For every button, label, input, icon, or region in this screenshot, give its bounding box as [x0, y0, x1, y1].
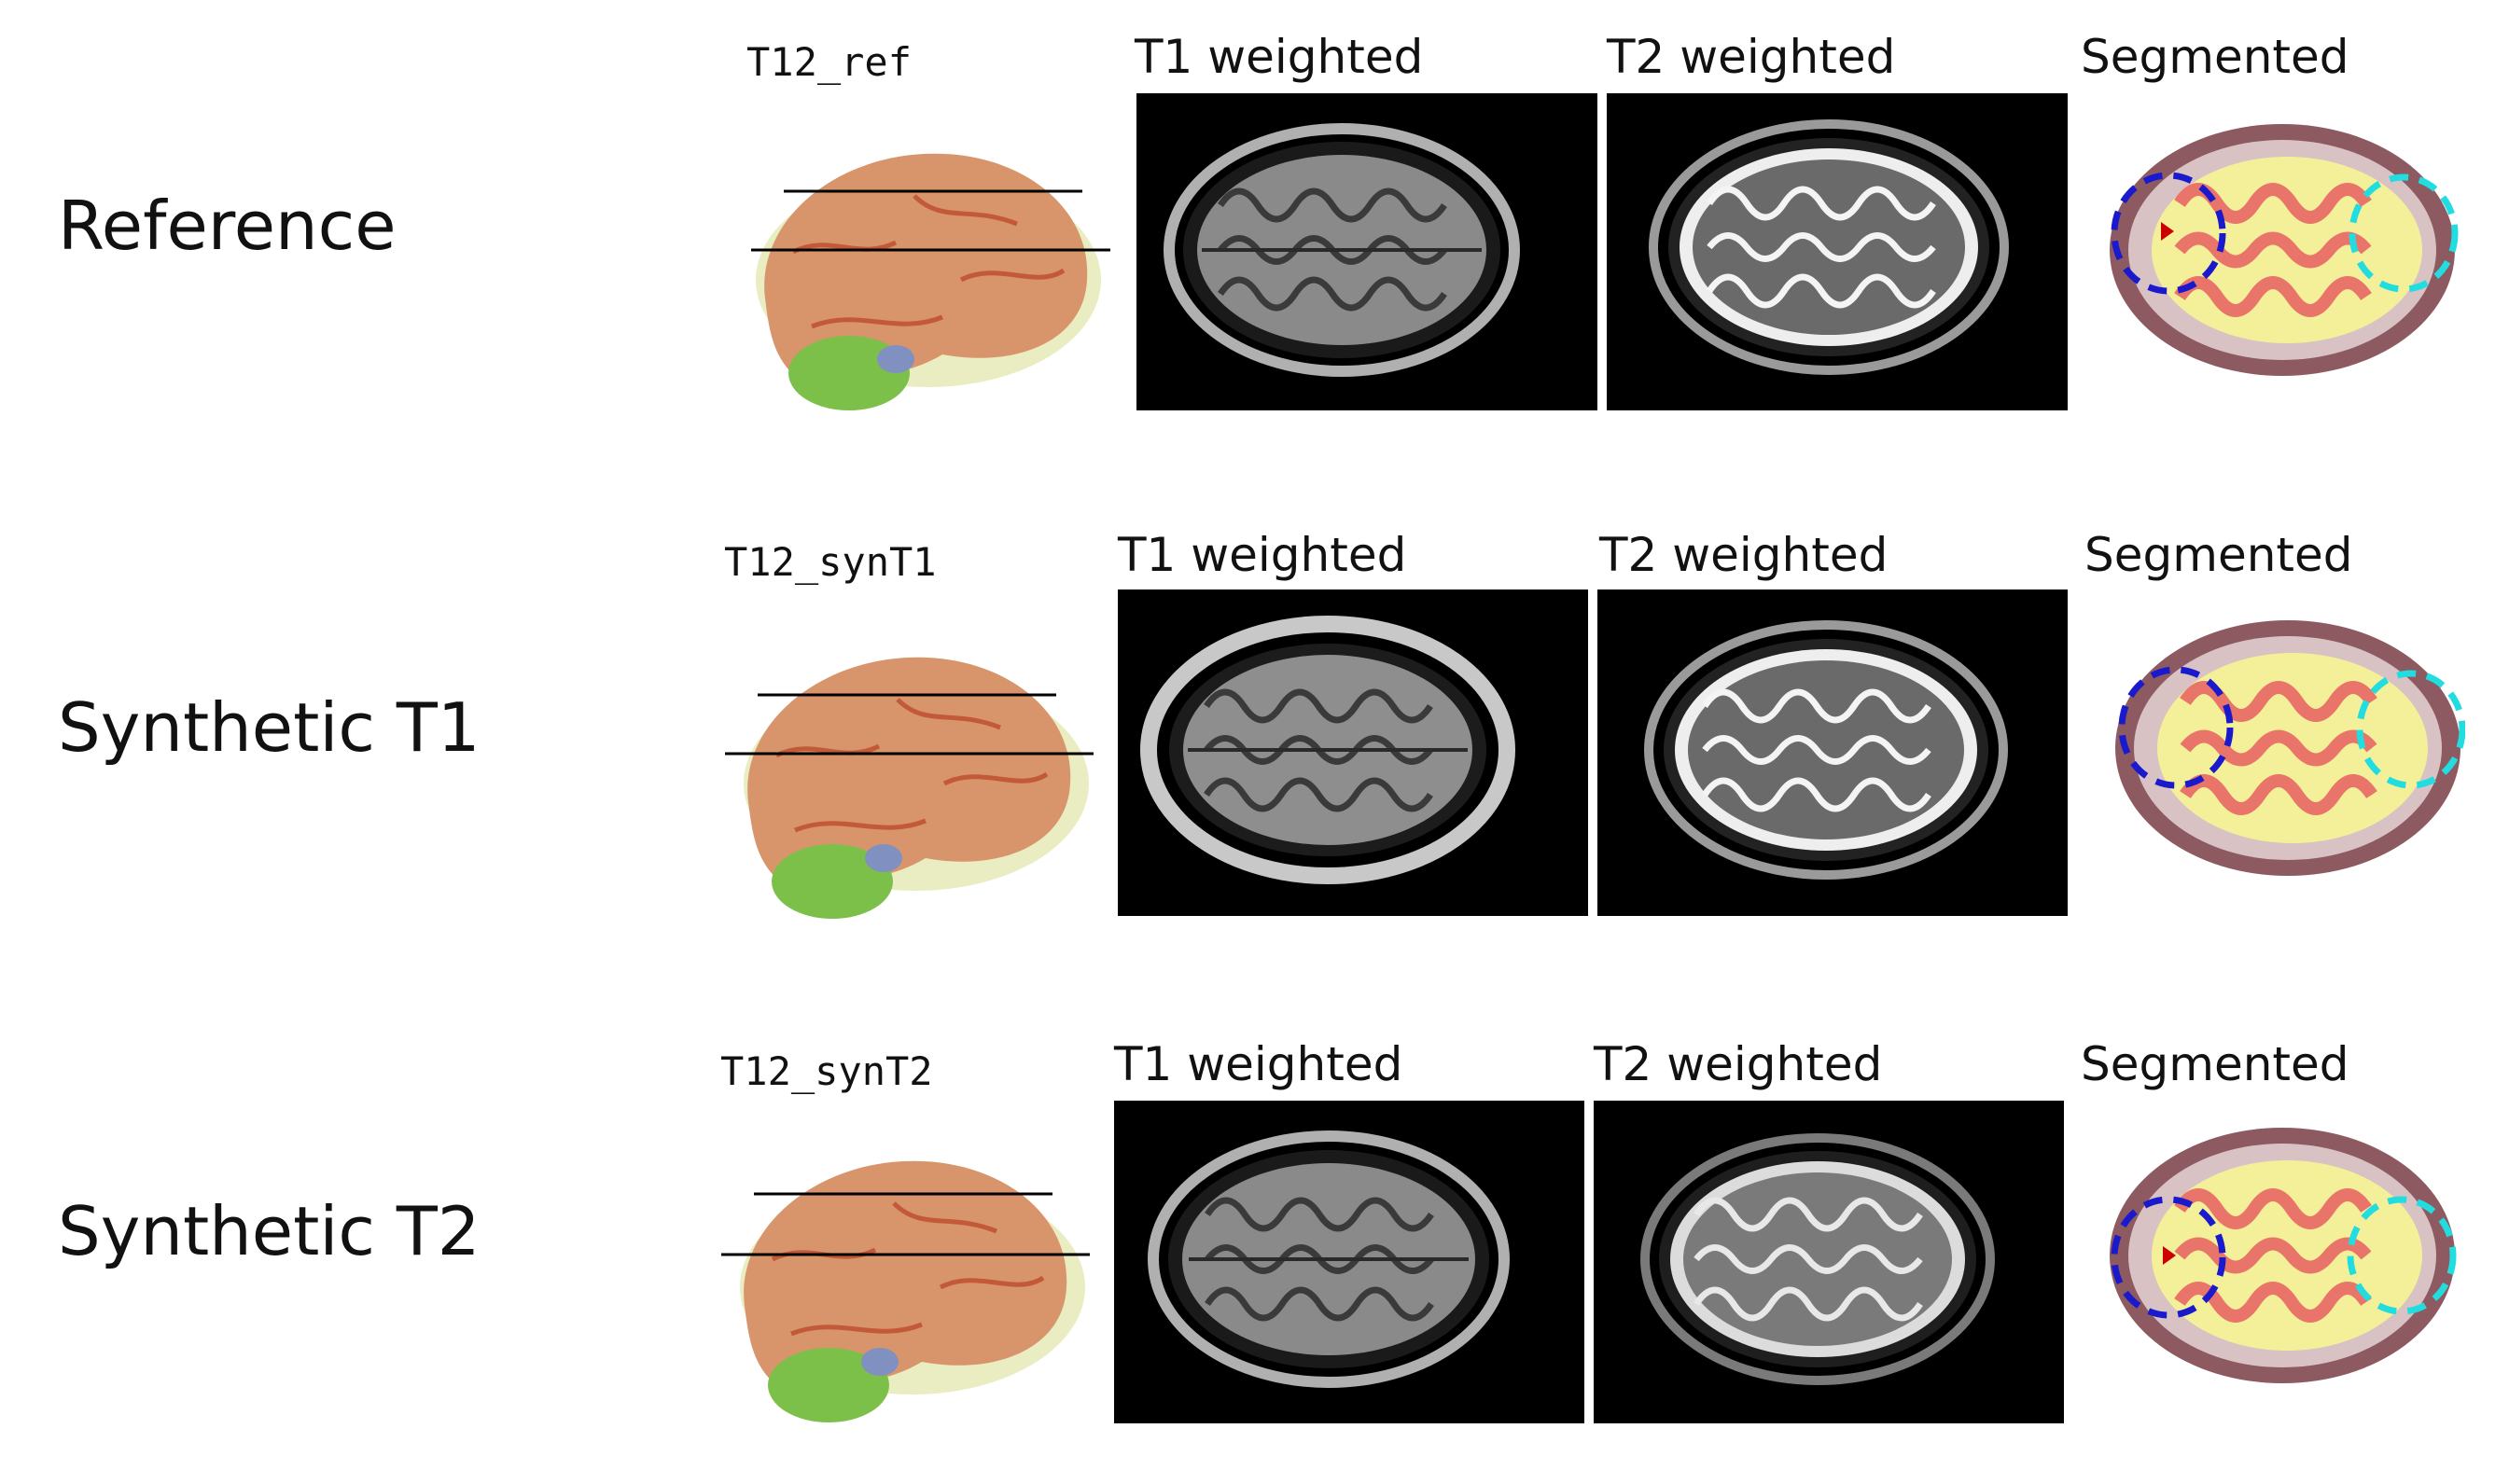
row-label-synthetic-t2: Synthetic T2 — [58, 1192, 481, 1270]
t1-weighted-slice — [1136, 93, 1597, 410]
model-id-reference: T12_ref — [746, 39, 913, 85]
header-t1-weighted: T1 weighted — [1135, 30, 1424, 84]
header-segmented: Segmented — [2081, 30, 2349, 84]
model-id-synthetic-t2: T12_synT2 — [720, 1048, 933, 1094]
header-t2-weighted: T2 weighted — [1594, 1037, 1883, 1091]
row-label-synthetic-t1: Synthetic T1 — [58, 688, 481, 767]
segmented-slice — [2105, 1123, 2460, 1388]
header-t2-weighted: T2 weighted — [1607, 30, 1896, 84]
brain-surface-image — [720, 644, 1103, 923]
brain-surface-image — [737, 140, 1120, 420]
header-t1-weighted: T1 weighted — [1118, 528, 1407, 582]
header-segmented: Segmented — [2084, 528, 2353, 582]
t1-weighted-slice — [1114, 1101, 1584, 1423]
segmented-slice — [2105, 119, 2460, 381]
header-t2-weighted: T2 weighted — [1599, 528, 1889, 582]
segmented-slice — [2111, 616, 2465, 881]
t2-weighted-slice — [1594, 1101, 2064, 1423]
t1-weighted-slice — [1118, 589, 1588, 916]
row-label-reference: Reference — [58, 187, 397, 265]
header-t1-weighted: T1 weighted — [1114, 1037, 1403, 1091]
model-id-synthetic-t1: T12_synT1 — [724, 539, 937, 585]
brain-surface-image — [717, 1147, 1099, 1427]
t2-weighted-slice — [1607, 93, 2068, 410]
t2-weighted-slice — [1597, 589, 2068, 916]
header-segmented: Segmented — [2081, 1037, 2349, 1091]
